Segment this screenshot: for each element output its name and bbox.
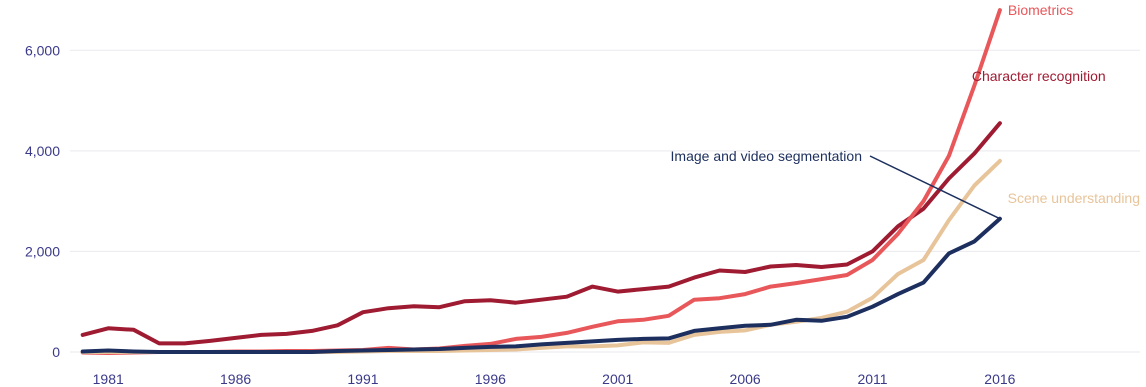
label-image-and-video-segmentation: Image and video segmentation <box>671 148 862 164</box>
series-line-image-and-video-segmentation <box>83 219 1000 352</box>
x-tick-label-2001: 2001 <box>602 371 633 387</box>
y-axis-ticks: 0 2,000 4,000 6,000 <box>25 42 60 360</box>
label-character-recognition: Character recognition <box>972 68 1106 84</box>
y-tick-label-6000: 6,000 <box>25 42 60 58</box>
y-tick-label-0: 0 <box>52 344 60 360</box>
x-tick-label-1996: 1996 <box>475 371 506 387</box>
segmentation-label-leader-line <box>870 156 1000 219</box>
label-biometrics: Biometrics <box>1008 2 1073 18</box>
x-tick-label-1981: 1981 <box>93 371 124 387</box>
y-tick-label-2000: 2,000 <box>25 243 60 259</box>
series-lines <box>83 10 1000 353</box>
x-tick-label-2006: 2006 <box>730 371 761 387</box>
series-labels: Biometrics Character recognition Image a… <box>671 2 1140 219</box>
label-scene-understanding: Scene understanding <box>1008 190 1140 206</box>
x-tick-label-2016: 2016 <box>984 371 1015 387</box>
gridlines <box>70 50 1140 352</box>
y-tick-label-4000: 4,000 <box>25 143 60 159</box>
x-tick-label-1991: 1991 <box>347 371 378 387</box>
x-axis-ticks: 1981 1986 1991 1996 2001 2006 2011 2016 <box>93 371 1016 387</box>
x-tick-label-2011: 2011 <box>857 371 887 387</box>
x-tick-label-1986: 1986 <box>220 371 251 387</box>
